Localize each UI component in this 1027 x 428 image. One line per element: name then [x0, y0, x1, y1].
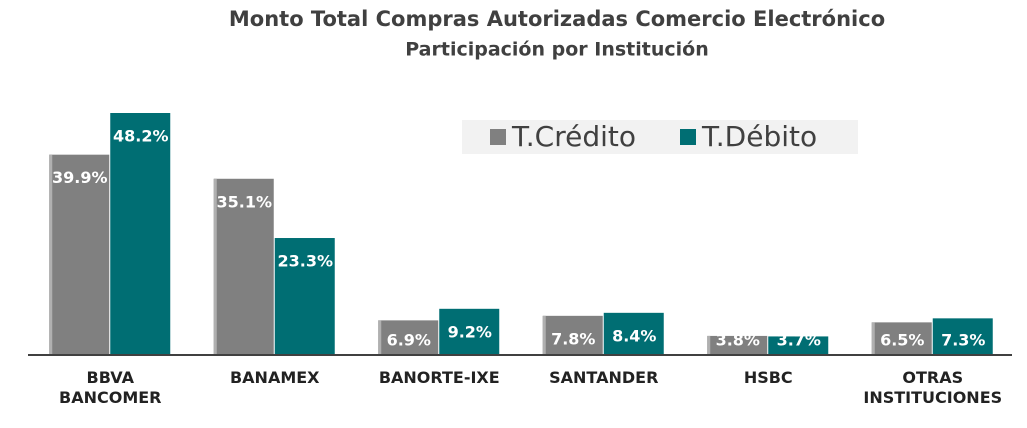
x-tick-label: SANTANDER: [549, 368, 659, 387]
value-label: 9.2%: [448, 322, 492, 341]
value-label: 6.9%: [387, 331, 431, 350]
legend-box: [462, 120, 858, 154]
bar: [871, 322, 932, 355]
bar: [932, 318, 993, 355]
chart-title: Monto Total Compras Autorizadas Comercio…: [229, 7, 885, 31]
bar: [603, 312, 664, 355]
x-tick-label: BANAMEX: [229, 368, 320, 387]
bar-edge: [378, 320, 382, 355]
value-label: 7.3%: [941, 331, 985, 350]
bar-edge: [49, 154, 53, 355]
value-label: 39.9%: [52, 168, 108, 187]
bar: [768, 336, 829, 355]
bar-edge: [707, 335, 711, 355]
bar: [439, 308, 500, 355]
x-tick-label: OTRAS INSTITUCIONES: [863, 368, 1003, 407]
chart-subtitle: Participación por Institución: [405, 39, 708, 61]
x-tick-label: BBVA BANCOMER: [59, 368, 162, 407]
bar-edge: [871, 322, 875, 355]
x-tick-label: HSBC: [743, 368, 793, 387]
bar-edge: [542, 315, 546, 355]
bar: [110, 113, 171, 355]
bar-edge: [213, 178, 217, 355]
value-label: 8.4%: [612, 326, 656, 345]
value-label: 6.5%: [880, 331, 924, 350]
bar: [707, 335, 768, 355]
legend-swatch: [490, 129, 506, 145]
value-label: 7.8%: [551, 329, 595, 348]
value-label: 3.8%: [716, 331, 760, 350]
bar: [542, 315, 603, 355]
value-label: 3.7%: [777, 331, 821, 350]
legend-swatch: [680, 129, 696, 145]
x-tick-label: BANORTE-IXE: [378, 368, 500, 387]
value-label: 23.3%: [277, 252, 333, 271]
bar: [213, 178, 274, 355]
legend-label: T.Crédito: [511, 120, 636, 153]
bar: [378, 320, 439, 355]
value-label: 48.2%: [113, 127, 169, 146]
bar: [49, 154, 110, 355]
legend-label: T.Débito: [701, 120, 817, 153]
value-label: 35.1%: [216, 192, 272, 211]
bar: [274, 238, 335, 355]
